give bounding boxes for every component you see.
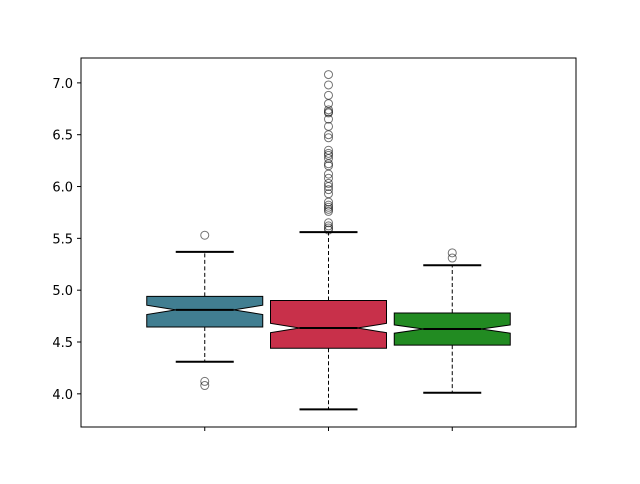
outlier-point [324, 225, 333, 235]
outlier-point [324, 197, 333, 207]
y-tick-label: 5.0 [52, 284, 73, 299]
outlier-point [324, 154, 333, 164]
outlier-point [324, 221, 333, 231]
y-tick-label: 5.5 [52, 232, 73, 247]
outlier-point [324, 108, 333, 118]
outlier-point [324, 148, 333, 158]
outlier-point [447, 253, 457, 263]
outlier-point [200, 381, 210, 391]
y-tick-label: 6.5 [52, 129, 73, 144]
outlier-point [200, 376, 210, 386]
y-tick-label: 6.0 [52, 181, 73, 196]
outlier-point [324, 200, 333, 210]
y-tick-label: 7.0 [52, 77, 73, 92]
outlier-point [324, 80, 333, 90]
outlier-point [324, 90, 333, 100]
outlier-point [324, 105, 333, 115]
outlier-point [200, 230, 210, 240]
outlier-point [324, 130, 333, 140]
box-2 [270, 300, 387, 349]
outlier-point [324, 218, 333, 228]
outlier-point [324, 182, 333, 192]
outlier-point [324, 70, 333, 80]
outlier-point [324, 185, 333, 195]
outlier-point [324, 206, 333, 216]
outlier-point [324, 133, 333, 143]
outlier-point [324, 204, 333, 214]
box-1 [146, 295, 264, 328]
outlier-point [324, 202, 333, 212]
outlier-point [324, 114, 333, 124]
outlier-point [324, 223, 333, 233]
outlier-point [324, 178, 333, 188]
y-tick-label: 4.0 [52, 388, 73, 403]
outlier-point [324, 159, 333, 169]
outlier-point [324, 169, 333, 179]
y-tick-label: 4.5 [52, 336, 73, 351]
outlier-point [447, 248, 457, 258]
